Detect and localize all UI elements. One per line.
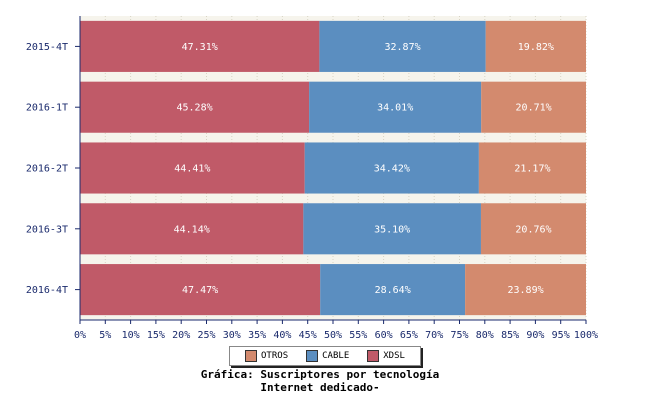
bar-cable-2016-3T bbox=[303, 203, 481, 255]
x-tick-label: 60% bbox=[375, 330, 393, 341]
bar-otros-2016-4T bbox=[465, 264, 586, 316]
x-tick-label: 40% bbox=[273, 330, 291, 341]
data-label: 47.47% bbox=[182, 285, 218, 296]
bar-xdsl-2016-1T bbox=[80, 81, 310, 133]
chart-title-block: Gráfica: Suscriptores por tecnología Int… bbox=[160, 368, 480, 394]
category-label: 2015-4T bbox=[26, 42, 68, 53]
legend-swatch-xdsl bbox=[367, 350, 380, 362]
x-tick-label: 80% bbox=[476, 330, 494, 341]
x-tick-label: 35% bbox=[248, 330, 266, 341]
category-label: 2016-4T bbox=[26, 285, 68, 296]
legend-label-cable: CABLE bbox=[322, 351, 350, 361]
legend-item-cable: CABLE bbox=[306, 350, 349, 362]
x-tick-label: 20% bbox=[172, 330, 190, 341]
chart-legend: OTROS CABLE XDSL bbox=[229, 346, 421, 366]
bar-xdsl-2016-3T bbox=[80, 203, 304, 255]
bar-xdsl-2015-4T bbox=[80, 20, 320, 72]
x-tick-label: 95% bbox=[552, 330, 570, 341]
bar-cable-2015-4T bbox=[319, 20, 486, 72]
bar-otros-2016-3T bbox=[480, 203, 586, 255]
data-label: 34.42% bbox=[374, 164, 410, 175]
chart-subtitle: Internet dedicado- bbox=[260, 381, 380, 394]
x-tick-label: 10% bbox=[122, 330, 140, 341]
bar-otros-2015-4T bbox=[485, 20, 586, 72]
data-label: 45.28% bbox=[176, 103, 212, 114]
data-label: 23.89% bbox=[507, 285, 543, 296]
chart-title: Gráfica: Suscriptores por tecnología bbox=[200, 368, 440, 381]
legend-swatch-cable bbox=[306, 350, 319, 362]
legend-label-xdsl: XDSL bbox=[383, 351, 405, 361]
x-tick-label: 25% bbox=[197, 330, 215, 341]
x-tick-label: 55% bbox=[349, 330, 367, 341]
x-tick-label: 45% bbox=[299, 330, 317, 341]
legend-item-xdsl: XDSL bbox=[367, 350, 405, 362]
bar-cable-2016-1T bbox=[309, 81, 482, 133]
data-label: 47.31% bbox=[182, 42, 218, 53]
x-tick-label: 50% bbox=[324, 330, 342, 341]
x-tick-label: 30% bbox=[223, 330, 241, 341]
data-label: 28.64% bbox=[375, 285, 411, 296]
bar-otros-2016-1T bbox=[481, 81, 586, 133]
data-label: 20.71% bbox=[516, 103, 552, 114]
legend-swatch-otros bbox=[245, 350, 258, 362]
data-label: 21.17% bbox=[514, 164, 550, 175]
x-tick-label: 90% bbox=[526, 330, 544, 341]
x-tick-label: 70% bbox=[425, 330, 443, 341]
category-label: 2016-3T bbox=[26, 224, 68, 235]
legend-item-otros: OTROS bbox=[245, 350, 288, 362]
bar-xdsl-2016-4T bbox=[80, 264, 321, 316]
data-label: 44.14% bbox=[174, 224, 210, 235]
x-tick-label: 0% bbox=[74, 330, 86, 341]
x-tick-label: 75% bbox=[450, 330, 468, 341]
data-label: 20.76% bbox=[515, 224, 551, 235]
data-label: 35.10% bbox=[374, 224, 410, 235]
bar-otros-2016-2T bbox=[478, 142, 586, 194]
legend-label-otros: OTROS bbox=[261, 351, 289, 361]
category-label: 2016-2T bbox=[26, 164, 68, 175]
x-tick-label: 85% bbox=[501, 330, 519, 341]
category-label: 2016-1T bbox=[26, 103, 68, 114]
x-tick-label: 5% bbox=[99, 330, 111, 341]
x-tick-label: 100% bbox=[574, 330, 598, 341]
bar-cable-2016-2T bbox=[304, 142, 479, 194]
bar-cable-2016-4T bbox=[320, 264, 466, 316]
x-tick-label: 65% bbox=[400, 330, 418, 341]
data-label: 32.87% bbox=[384, 42, 420, 53]
data-label: 34.01% bbox=[377, 103, 413, 114]
x-tick-label: 15% bbox=[147, 330, 165, 341]
data-label: 44.41% bbox=[174, 164, 210, 175]
data-label: 19.82% bbox=[518, 42, 554, 53]
bar-xdsl-2016-2T bbox=[80, 142, 305, 194]
